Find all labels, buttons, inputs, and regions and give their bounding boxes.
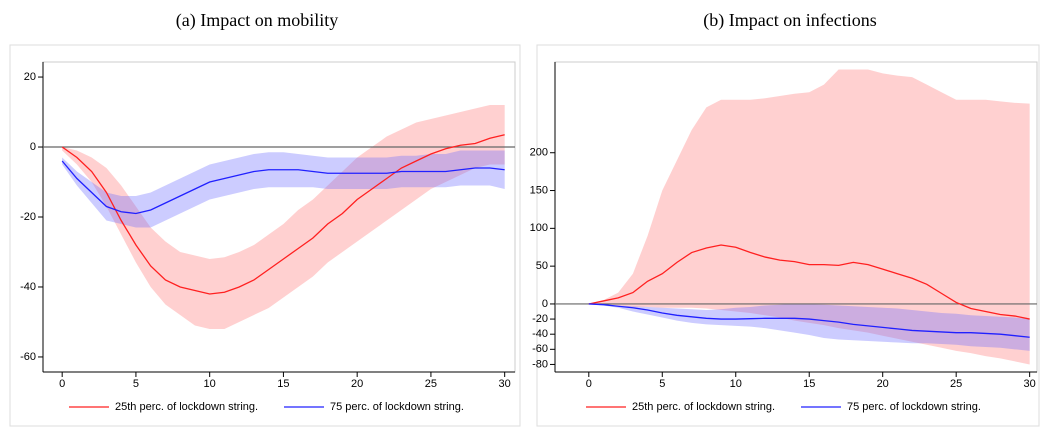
panel-frame (536, 44, 1040, 427)
y-tick-label: 200 (530, 147, 548, 159)
confidence-band (588, 69, 1030, 365)
y-tick-label: 0 (542, 298, 548, 310)
y-tick-label: -60 (20, 351, 36, 363)
y-tick-label: -20 (532, 313, 548, 325)
y-tick-label: 50 (536, 260, 548, 272)
y-tick-label: -60 (532, 343, 548, 355)
x-tick-label: 30 (1024, 378, 1036, 390)
x-tick-label: 5 (133, 378, 139, 390)
x-tick-label: 15 (277, 378, 289, 390)
line (588, 303, 1030, 338)
x-tick-label: 20 (877, 378, 889, 390)
line (61, 134, 505, 295)
panel-title: (a) Impact on mobility (176, 10, 338, 31)
confidence-band (62, 105, 505, 329)
y-tick-label: 150 (530, 184, 548, 196)
x-tick-label: 10 (204, 378, 216, 390)
x-tick-label: 25 (425, 378, 437, 390)
y-tick-label: -80 (532, 358, 548, 370)
y-tick-label: -40 (532, 328, 548, 340)
confidence-band (62, 150, 505, 228)
x-tick-label: 0 (59, 378, 65, 390)
y-tick-label: 0 (30, 141, 36, 153)
x-tick-label: 30 (499, 378, 511, 390)
x-tick-label: 5 (659, 378, 665, 390)
plot-area (42, 61, 516, 373)
panel-title: (b) Impact on infections (703, 10, 876, 31)
line (61, 160, 505, 215)
confidence-band (588, 303, 1030, 351)
y-tick-label: 20 (24, 71, 36, 83)
y-tick-label: 100 (530, 222, 548, 234)
x-tick-label: 0 (586, 378, 592, 390)
legend-label: 25th perc. of lockdown string. (115, 401, 258, 413)
x-tick-label: 15 (803, 378, 815, 390)
x-tick-label: 25 (950, 378, 962, 390)
y-tick-label: -20 (20, 211, 36, 223)
legend-label: 75 perc. of lockdown string. (330, 401, 464, 413)
legend-label: 75 perc. of lockdown string. (847, 401, 981, 413)
y-tick-label: -40 (20, 281, 36, 293)
x-tick-label: 20 (351, 378, 363, 390)
x-tick-label: 10 (730, 378, 742, 390)
plot-area (554, 61, 1038, 373)
legend-label: 25th perc. of lockdown string. (632, 401, 775, 413)
panel-frame (9, 44, 521, 427)
line (588, 244, 1030, 320)
